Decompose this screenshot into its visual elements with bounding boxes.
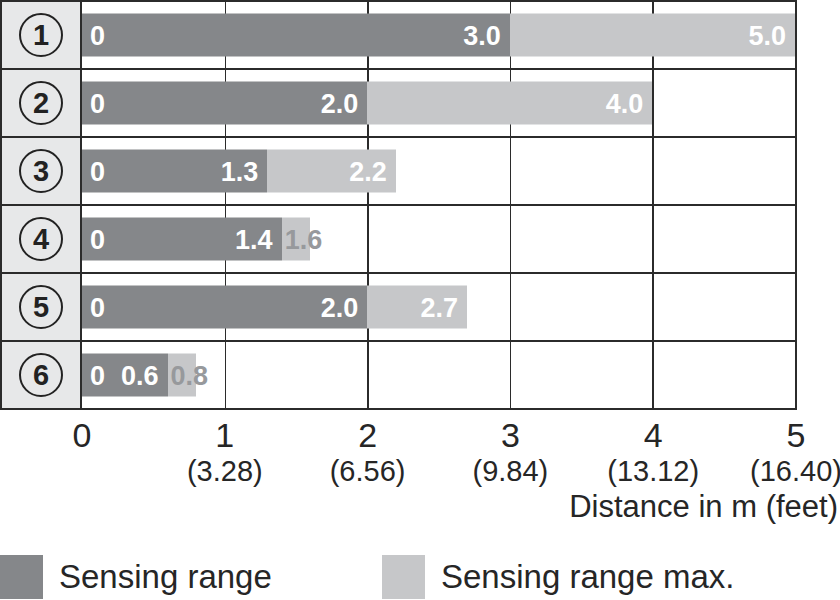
sensing-range-max-bar: 5.0: [510, 14, 795, 57]
sensing-range-max-swatch: [382, 555, 425, 599]
x-tick-meters: 0: [73, 417, 92, 453]
x-tick-feet: (6.56): [330, 455, 406, 487]
x-tick-meters: 5: [750, 417, 840, 453]
sensing-range-max-bar: 4.0: [367, 82, 652, 125]
table-row: 3 0 1.3 2.2: [2, 138, 795, 206]
sensing-range-value: 1.4: [235, 218, 273, 261]
x-tick: 3(9.84): [473, 417, 549, 487]
sensing-range-max-bar: 0.8: [168, 354, 197, 397]
bar-start-label: 0: [90, 14, 105, 57]
x-tick-feet: (13.12): [607, 455, 699, 487]
x-tick: 0: [73, 417, 92, 453]
sensing-range-max-value: 5.0: [748, 14, 786, 57]
x-tick: 2(6.56): [330, 417, 406, 487]
plot-cell: 0 2.0 4.0: [82, 70, 795, 136]
sensing-range-max-value: 4.0: [606, 82, 644, 125]
legend-item-sensing-range-max: Sensing range max.: [382, 554, 735, 599]
row-header-cell: 3: [2, 138, 82, 204]
legend-label: Sensing range max.: [441, 558, 735, 596]
sensing-range-max-value: 2.7: [420, 286, 458, 329]
plot-cell: 0 1.3 2.2: [82, 138, 795, 204]
x-tick-meters: 3: [473, 417, 549, 453]
row-header-cell: 1: [2, 2, 82, 68]
sensing-range-bar: 0 1.4: [82, 218, 282, 261]
sensing-range-swatch: [0, 555, 43, 599]
circled-number-5: 5: [19, 285, 63, 329]
legend-item-sensing-range: Sensing range: [0, 554, 272, 599]
x-tick-feet: (16.40): [750, 455, 840, 487]
sensing-range-max-value: 1.6: [285, 218, 323, 261]
sensing-range-max-bar: 2.2: [267, 150, 395, 193]
sensing-range-bar: 0 3.0: [82, 14, 510, 57]
plot-cell: 0 1.4 1.6: [82, 206, 795, 272]
x-axis-title: Distance in m (feet): [569, 489, 838, 525]
sensing-range-value: 0.6: [121, 354, 159, 397]
x-tick: 5(16.40): [750, 417, 840, 487]
sensing-range-value: 2.0: [321, 82, 359, 125]
row-header-cell: 6: [2, 342, 82, 408]
row-header-cell: 5: [2, 274, 82, 340]
circled-number-3: 3: [19, 149, 63, 193]
bar-group: 0 1.3 2.2: [82, 150, 795, 193]
circled-number-1: 1: [19, 13, 63, 57]
bar-start-label: 0: [90, 150, 105, 193]
sensing-range-chart: 1 0 3.0 5.0 2: [0, 0, 840, 600]
sensing-range-value: 3.0: [463, 14, 501, 57]
bar-start-label: 0: [90, 286, 105, 329]
x-tick-feet: (3.28): [187, 455, 263, 487]
x-tick-meters: 1: [187, 417, 263, 453]
table-row: 1 0 3.0 5.0: [2, 2, 795, 70]
legend-label: Sensing range: [59, 558, 272, 596]
x-tick-meters: 4: [607, 417, 699, 453]
circled-number-4: 4: [19, 217, 63, 261]
sensing-range-max-value: 2.2: [349, 150, 387, 193]
plot-cell: 0 3.0 5.0: [82, 2, 795, 68]
table-row: 4 0 1.4 1.6: [2, 206, 795, 274]
circled-number-6: 6: [19, 353, 63, 397]
bar-group: 0 1.4 1.6: [82, 218, 795, 261]
sensing-range-max-value: 0.8: [171, 354, 209, 397]
x-tick-feet: (9.84): [473, 455, 549, 487]
table-row: 6 0 0.6 0.8: [2, 342, 795, 408]
sensing-range-value: 1.3: [221, 150, 259, 193]
sensing-range-bar: 0 2.0: [82, 82, 367, 125]
bar-start-label: 0: [90, 82, 105, 125]
bar-start-label: 0: [90, 218, 105, 261]
bar-group: 0 0.6 0.8: [82, 354, 795, 397]
bar-group: 0 2.0 4.0: [82, 82, 795, 125]
circled-number-2: 2: [19, 81, 63, 125]
sensing-range-max-bar: 2.7: [367, 286, 467, 329]
chart-table: 1 0 3.0 5.0 2: [0, 0, 797, 410]
bar-start-label: 0: [90, 354, 105, 397]
x-tick: 1(3.28): [187, 417, 263, 487]
table-row: 5 0 2.0 2.7: [2, 274, 795, 342]
plot-cell: 0 2.0 2.7: [82, 274, 795, 340]
x-axis: 01(3.28)2(6.56)3(9.84)4(13.12)5(16.40): [82, 417, 796, 489]
sensing-range-value: 2.0: [321, 286, 359, 329]
sensing-range-bar: 0 2.0: [82, 286, 367, 329]
x-tick: 4(13.12): [607, 417, 699, 487]
sensing-range-bar: 0 0.6: [82, 354, 168, 397]
bar-group: 0 2.0 2.7: [82, 286, 795, 329]
x-tick-meters: 2: [330, 417, 406, 453]
plot-cell: 0 0.6 0.8: [82, 342, 795, 408]
row-header-cell: 2: [2, 70, 82, 136]
row-header-cell: 4: [2, 206, 82, 272]
sensing-range-bar: 0 1.3: [82, 150, 267, 193]
table-row: 2 0 2.0 4.0: [2, 70, 795, 138]
sensing-range-max-bar: 1.6: [282, 218, 311, 261]
bar-group: 0 3.0 5.0: [82, 14, 795, 57]
